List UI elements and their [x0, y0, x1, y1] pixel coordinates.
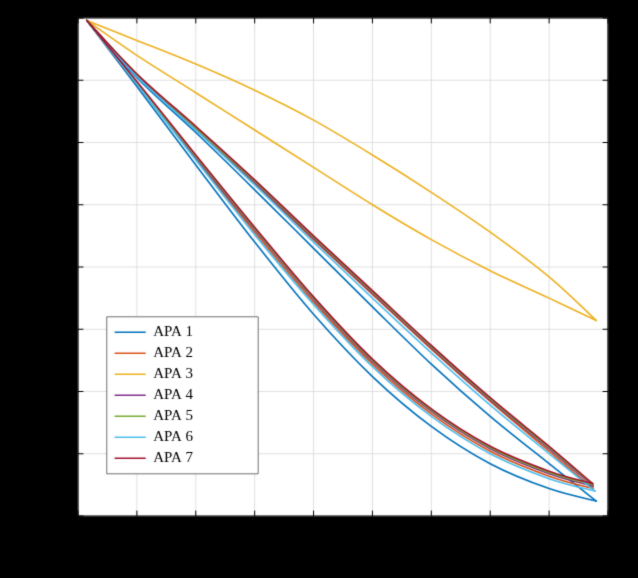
chart-container	[0, 0, 638, 578]
plot-canvas	[0, 0, 638, 578]
